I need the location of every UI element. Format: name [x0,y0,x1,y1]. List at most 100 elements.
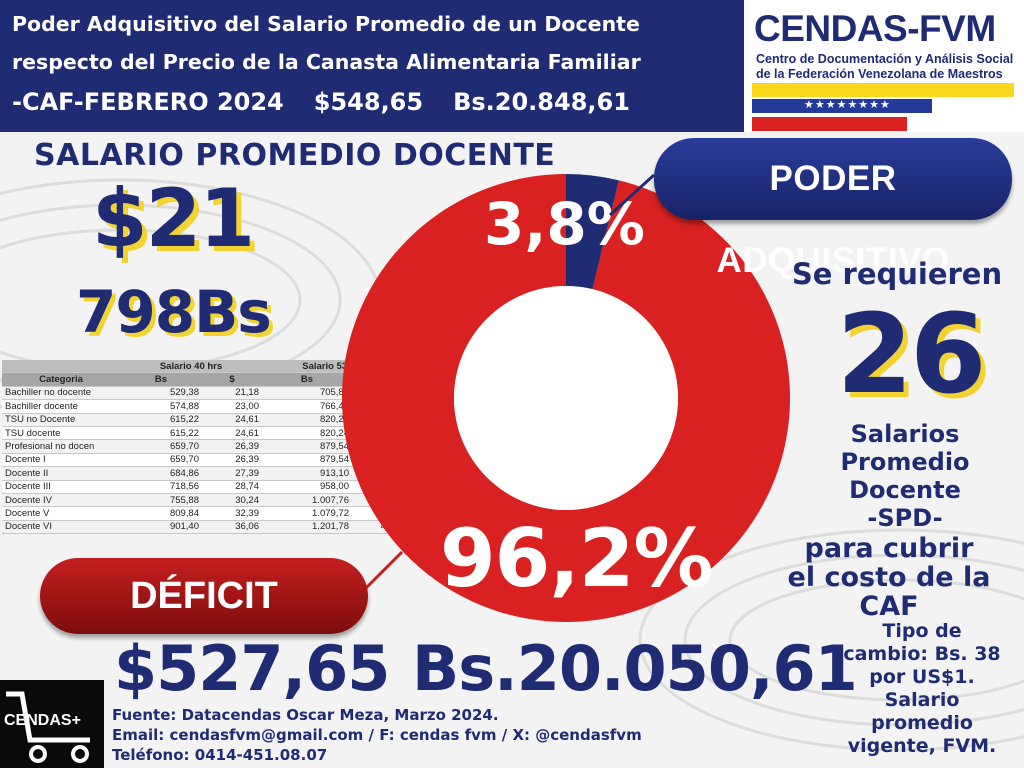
deficit-badge: DÉFICIT [40,558,368,634]
tipo-line: Tipo de [882,620,962,642]
tipo-line: Salario [884,689,960,711]
tipo-cambio-note: Tipo de cambio: Bs. 38 por US$1. Salario… [822,620,1022,758]
table-group-blank [2,360,120,374]
salarios-line: Docente [849,476,961,504]
cubrir-text: para cubrir el costo de la CAF [754,534,1024,621]
flag-stars-icon: ★★★★★★★★ [804,98,891,111]
cart-icon [6,691,90,763]
table-cell: 1.201,78 [262,520,352,535]
donut-chart [341,174,790,622]
logo-subtitle-1: Centro de Documentación y Análisis Socia… [756,52,1014,66]
table-cell: 615,22 [120,413,202,427]
table-column-header: $ [202,372,262,387]
table-cell: 21,18 [202,386,262,401]
header-banner: Poder Adquisitivo del Salario Promedio d… [0,0,744,132]
cubrir-line: para cubrir [804,533,974,564]
tipo-line: promedio [871,712,973,734]
header-title-line2: respecto del Precio de la Canasta Alimen… [12,50,641,74]
deficit-percent-label: 96,2% [440,512,714,605]
table-cell: 28,74 [202,480,262,494]
salarios-line: Promedio [840,448,970,476]
logo-subtitle-2: de la Federación Venezolana de Maestros [756,67,1003,81]
table-cell: Docente I [2,453,120,468]
table-cell: Bachiller docente [2,399,120,414]
table-cell: 913,10 [262,466,352,481]
table-cell: 718,56 [120,480,202,494]
table-cell: 755,88 [120,493,202,508]
table-cell: 24,61 [202,413,262,427]
table-cell: 820,24 [262,413,352,427]
table-cell: Profesional no docen [2,439,120,454]
table-cell: Docente III [2,480,120,494]
footer-logo-text: CENDAS+ [4,712,81,729]
flag-stripe-yellow [752,83,1014,97]
table-cell: 705,80 [262,386,352,401]
table-cell: 879,54 [262,453,352,468]
header-caf-usd: $548,65 [313,88,424,116]
table-cell: TSU docente [2,426,120,441]
table-cell: 574,88 [120,399,202,414]
cendas-plus-logo: CENDAS+ [0,680,104,768]
tipo-line: cambio: Bs. 38 [843,643,1001,665]
tipo-line: por US$1. [869,666,975,688]
table-cell: 26,39 [202,453,262,468]
table-cell: 820,24 [262,426,352,441]
table-cell: 879,54 [262,439,352,454]
table-column-header: Categoria [2,372,120,387]
table-cell: 32,39 [202,506,262,521]
header-title-line1: Poder Adquisitivo del Salario Promedio d… [12,12,640,36]
flag-stripe-blue [752,99,932,113]
table-cell: 1.007,76 [262,493,352,508]
flag-stripe-red [752,117,907,131]
salario-title: SALARIO PROMEDIO DOCENTE [34,138,556,173]
donut-slice-poder [566,174,619,290]
salario-bs: 798Bs [76,278,272,346]
cendas-logo: CENDAS-FVM Centro de Documentación y Aná… [744,0,1024,132]
table-group-header: Salario 40 hrs [120,360,262,374]
table-column-header: Bs [120,372,202,387]
poder-adquisitivo-badge: PODER ADQUISITIVO [654,138,1012,280]
salarios-description: Salarios Promedio Docente -SPD- [800,420,1010,532]
cubrir-line: el costo de la CAF [787,562,991,622]
table-cell: Bachiller no docente [2,386,120,401]
table-cell: 529,38 [120,386,202,401]
poder-connector-line [608,173,656,217]
table-cell: 24,61 [202,426,262,441]
deficit-bs: Bs.20.050,61 [412,632,858,705]
table-cell: Docente II [2,466,120,481]
table-cell: 23,00 [202,399,262,414]
table-cell: TSU no Docente [2,413,120,427]
salario-usd: $21 [92,172,255,265]
table-cell: 766,46 [262,399,352,414]
footer-phone: Teléfono: 0414-451.08.07 [112,746,328,764]
salarios-line: Salarios [850,420,960,448]
donut-hole [454,286,678,510]
header-caf-label: -CAF-FEBRERO 2024 [12,88,284,116]
table-cell: Docente VI [2,520,120,535]
header-caf-bs: Bs.20.848,61 [453,88,630,116]
table-cell: 615,22 [120,426,202,441]
donut-slice-deficit [341,174,790,622]
table-cell: 901,40 [120,520,202,535]
table-cell: Docente V [2,506,120,521]
header-title-line3: -CAF-FEBRERO 2024 $548,65 Bs.20.848,61 [12,88,660,116]
table-cell: 659,70 [120,439,202,454]
salarios-line: -SPD- [867,504,943,532]
table-cell: 26,39 [202,439,262,454]
deficit-usd: $527,65 [114,632,390,705]
table-cell: 659,70 [120,453,202,468]
table-cell: 36,06 [202,520,262,535]
se-requieren-text: Se requieren [791,257,1003,291]
table-cell: 809,84 [120,506,202,521]
table-cell: 958,00 [262,480,352,494]
table-cell: 1.079,72 [262,506,352,521]
tipo-line: vigente, FVM. [847,735,997,757]
deficit-connector-line [364,550,404,590]
footer-contact: Email: cendasfvm@gmail.com / F: cendas f… [112,726,642,744]
table-cell: Docente IV [2,493,120,508]
